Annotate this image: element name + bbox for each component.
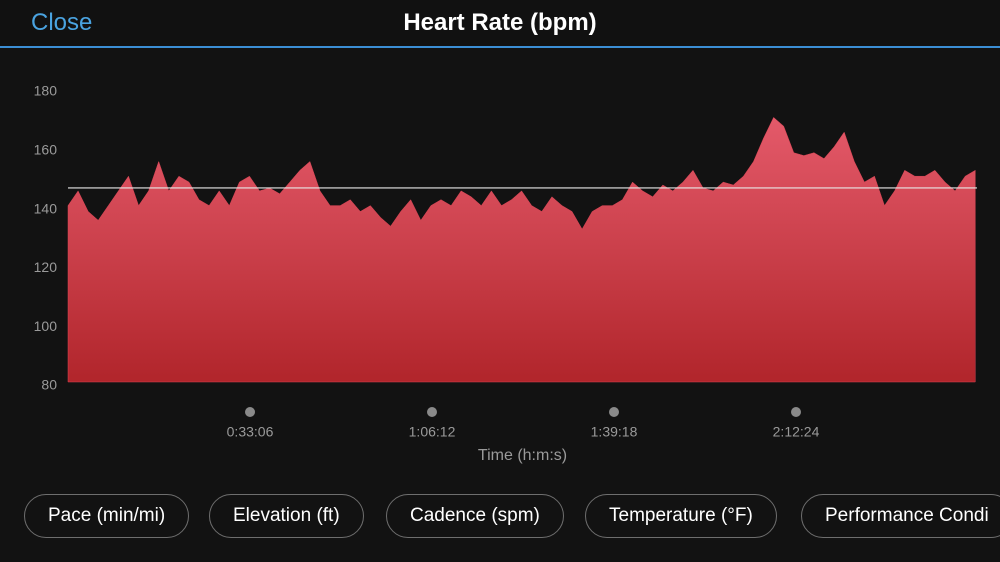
x-tick-label: 2:12:24 <box>773 424 820 440</box>
header: Close Heart Rate (bpm) <box>0 0 1000 48</box>
y-tick-label: 120 <box>34 259 58 275</box>
metric-button[interactable]: Pace (min/mi) <box>24 494 190 538</box>
x-tick-label: 1:39:18 <box>591 424 638 440</box>
x-tick-label: 1:06:12 <box>409 424 456 440</box>
y-tick-label: 80 <box>41 377 57 393</box>
x-tick-dot <box>245 407 256 417</box>
x-tick-dot <box>791 407 802 417</box>
y-tick-label: 100 <box>34 318 58 334</box>
x-tick-dot <box>609 407 620 417</box>
chart: 80 100 120 140 160 180 0:33:06 1:06:12 1:39:18 2:… <box>34 83 977 464</box>
close-button[interactable]: Close <box>31 9 93 36</box>
metric-button[interactable]: Performance Condi <box>801 494 1000 538</box>
heart-rate-area <box>67 116 976 383</box>
y-tick-label: 180 <box>34 83 58 99</box>
y-tick-label: 140 <box>34 200 58 216</box>
x-tick-label: 0:33:06 <box>227 424 274 440</box>
x-axis-label: Time (h:m:s) <box>478 447 567 464</box>
metric-button[interactable]: Elevation (ft) <box>209 494 364 538</box>
x-tick-dot <box>427 407 438 417</box>
y-tick-label: 160 <box>34 142 58 158</box>
screen-title: Heart Rate (bpm) <box>403 9 597 36</box>
metric-buttons: Pace (min/mi) Elevation (ft) Cadence (spm)… <box>0 494 1000 542</box>
metric-button[interactable]: Cadence (spm) <box>386 494 564 538</box>
metric-button[interactable]: Temperature (°F) <box>585 494 777 538</box>
